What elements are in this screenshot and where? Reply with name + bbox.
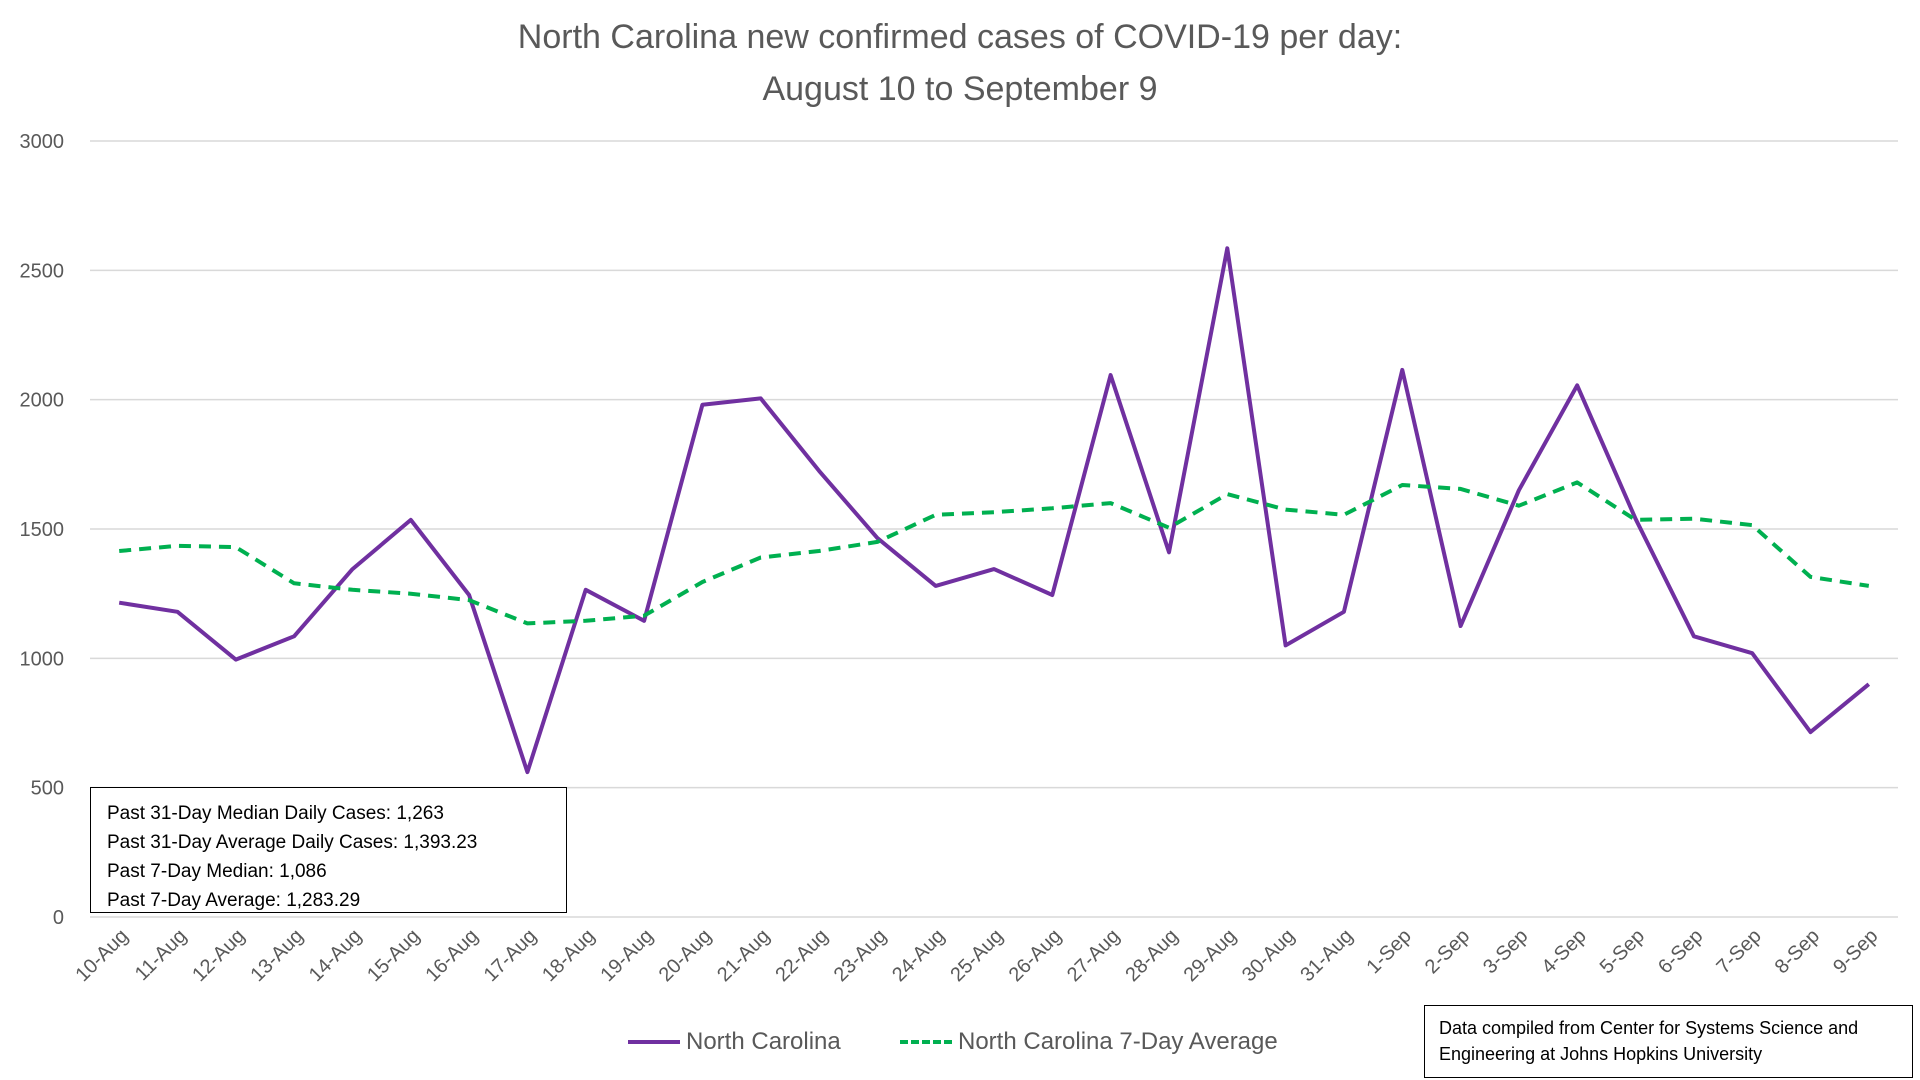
chart-title-line-2: August 10 to September 9 xyxy=(762,70,1158,108)
stat-31-day-average: Past 31-Day Average Daily Cases: 1,393.2… xyxy=(107,832,478,853)
x-tick-label: 4-Sep xyxy=(1537,925,1590,978)
x-tick-label: 13-Aug xyxy=(246,925,307,986)
x-tick-label: 6-Sep xyxy=(1654,925,1707,978)
y-tick-label: 500 xyxy=(31,778,64,800)
x-tick-label: 22-Aug xyxy=(771,925,832,986)
x-tick-label: 1-Sep xyxy=(1362,925,1415,978)
chart-title-line-1: North Carolina new confirmed cases of CO… xyxy=(517,18,1403,56)
legend-label: North Carolina xyxy=(686,1028,841,1055)
x-tick-label: 9-Sep xyxy=(1829,925,1882,978)
series-lines xyxy=(118,246,1871,775)
summary-stats-box: Past 31-Day Median Daily Cases: 1,263 Pa… xyxy=(90,787,567,913)
x-tick-label: 14-Aug xyxy=(305,925,366,986)
y-tick-label: 1000 xyxy=(20,648,65,670)
x-tick-label: 2-Sep xyxy=(1421,925,1474,978)
x-tick-label: 17-Aug xyxy=(480,925,541,986)
x-tick-label: 8-Sep xyxy=(1771,925,1824,978)
x-tick-label: 20-Aug xyxy=(655,925,716,986)
y-tick-label: 2000 xyxy=(20,390,65,412)
stat-7-day-average: Past 7-Day Average: 1,283.29 xyxy=(107,890,361,911)
y-tick-label: 2500 xyxy=(20,260,65,282)
x-tick-label: 26-Aug xyxy=(1005,925,1066,986)
x-tick-label: 10-Aug xyxy=(72,925,133,986)
series-line-7-day-average xyxy=(119,480,1870,626)
x-tick-label: 21-Aug xyxy=(713,925,774,986)
legend-swatch-solid xyxy=(628,1040,680,1044)
source-line-2: Engineering at Johns Hopkins University xyxy=(1439,1044,1763,1064)
legend-item-7-day-average: North Carolina 7-Day Average xyxy=(900,1028,1278,1056)
series-line-north-carolina xyxy=(118,246,1871,775)
x-tick-label: 30-Aug xyxy=(1238,925,1299,986)
source-line-1: Data compiled from Center for Systems Sc… xyxy=(1439,1018,1859,1038)
x-tick-label: 7-Sep xyxy=(1712,925,1765,978)
stat-31-day-median: Past 31-Day Median Daily Cases: 1,263 xyxy=(107,803,444,824)
x-tick-label: 25-Aug xyxy=(946,925,1007,986)
x-tick-label: 16-Aug xyxy=(421,925,482,986)
x-tick-label: 3-Sep xyxy=(1479,925,1532,978)
y-tick-label: 3000 xyxy=(20,131,65,153)
y-tick-label: 0 xyxy=(53,907,64,929)
x-tick-label: 5-Sep xyxy=(1596,925,1649,978)
x-tick-label: 31-Aug xyxy=(1296,925,1357,986)
x-tick-label: 18-Aug xyxy=(538,925,599,986)
x-tick-label: 15-Aug xyxy=(363,925,424,986)
x-tick-label: 28-Aug xyxy=(1121,925,1182,986)
x-tick-label: 24-Aug xyxy=(888,925,949,986)
data-source-note: Data compiled from Center for Systems Sc… xyxy=(1424,1005,1913,1078)
stat-7-day-median: Past 7-Day Median: 1,086 xyxy=(107,861,327,882)
x-tick-label: 19-Aug xyxy=(596,925,657,986)
legend-label: North Carolina 7-Day Average xyxy=(958,1028,1278,1055)
x-tick-label: 23-Aug xyxy=(830,925,891,986)
x-tick-label: 12-Aug xyxy=(188,925,249,986)
x-tick-label: 11-Aug xyxy=(131,925,191,985)
x-axis-ticks: 10-Aug11-Aug12-Aug13-Aug14-Aug15-Aug16-A… xyxy=(72,925,1883,986)
y-axis-ticks: 0 500 1000 1500 2000 2500 3000 xyxy=(20,131,65,929)
x-tick-label: 29-Aug xyxy=(1180,925,1241,986)
legend-item-north-carolina: North Carolina xyxy=(628,1028,841,1056)
y-tick-label: 1500 xyxy=(20,519,65,541)
x-tick-label: 27-Aug xyxy=(1063,925,1124,986)
legend-swatch-dashed xyxy=(900,1040,952,1044)
